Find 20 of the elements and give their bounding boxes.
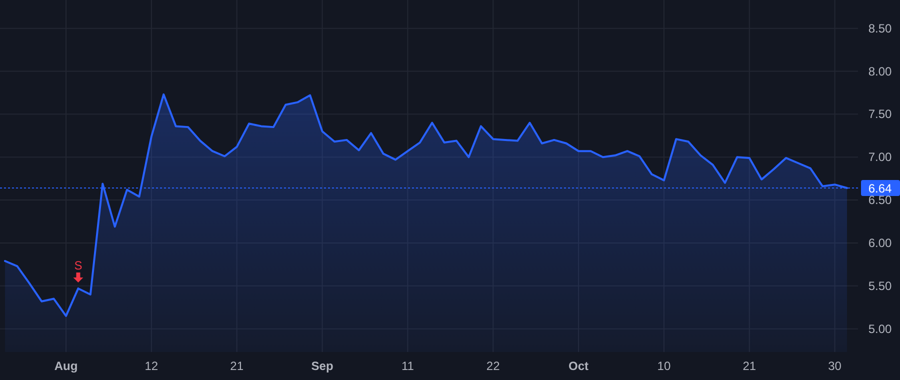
x-tick-label: 21 [742,359,756,373]
x-tick-label: Aug [54,359,78,373]
y-tick-label: 5.00 [868,322,892,336]
y-tick-label: 6.50 [868,193,892,208]
y-tick-label: 5.50 [868,278,892,293]
y-tick-label: 6.00 [868,236,892,250]
y-tick-label: 8.50 [868,21,892,36]
annotation: S [74,258,82,272]
x-tick-label: 12 [144,359,158,373]
x-tick-label: 22 [486,359,500,373]
x-tick-label: Oct [568,359,589,373]
y-tick-label: 8.00 [868,64,892,78]
y-tick-label: 7.50 [868,107,892,122]
x-tick-label: 21 [230,359,244,373]
x-tick-label: 11 [401,359,414,373]
ref-line-label: 6.64 [868,182,892,196]
y-tick-label: 7.00 [868,150,892,164]
x-tick-label: 30 [828,359,842,373]
x-tick-label: Sep [311,359,334,373]
x-tick-label: 10 [657,359,671,373]
